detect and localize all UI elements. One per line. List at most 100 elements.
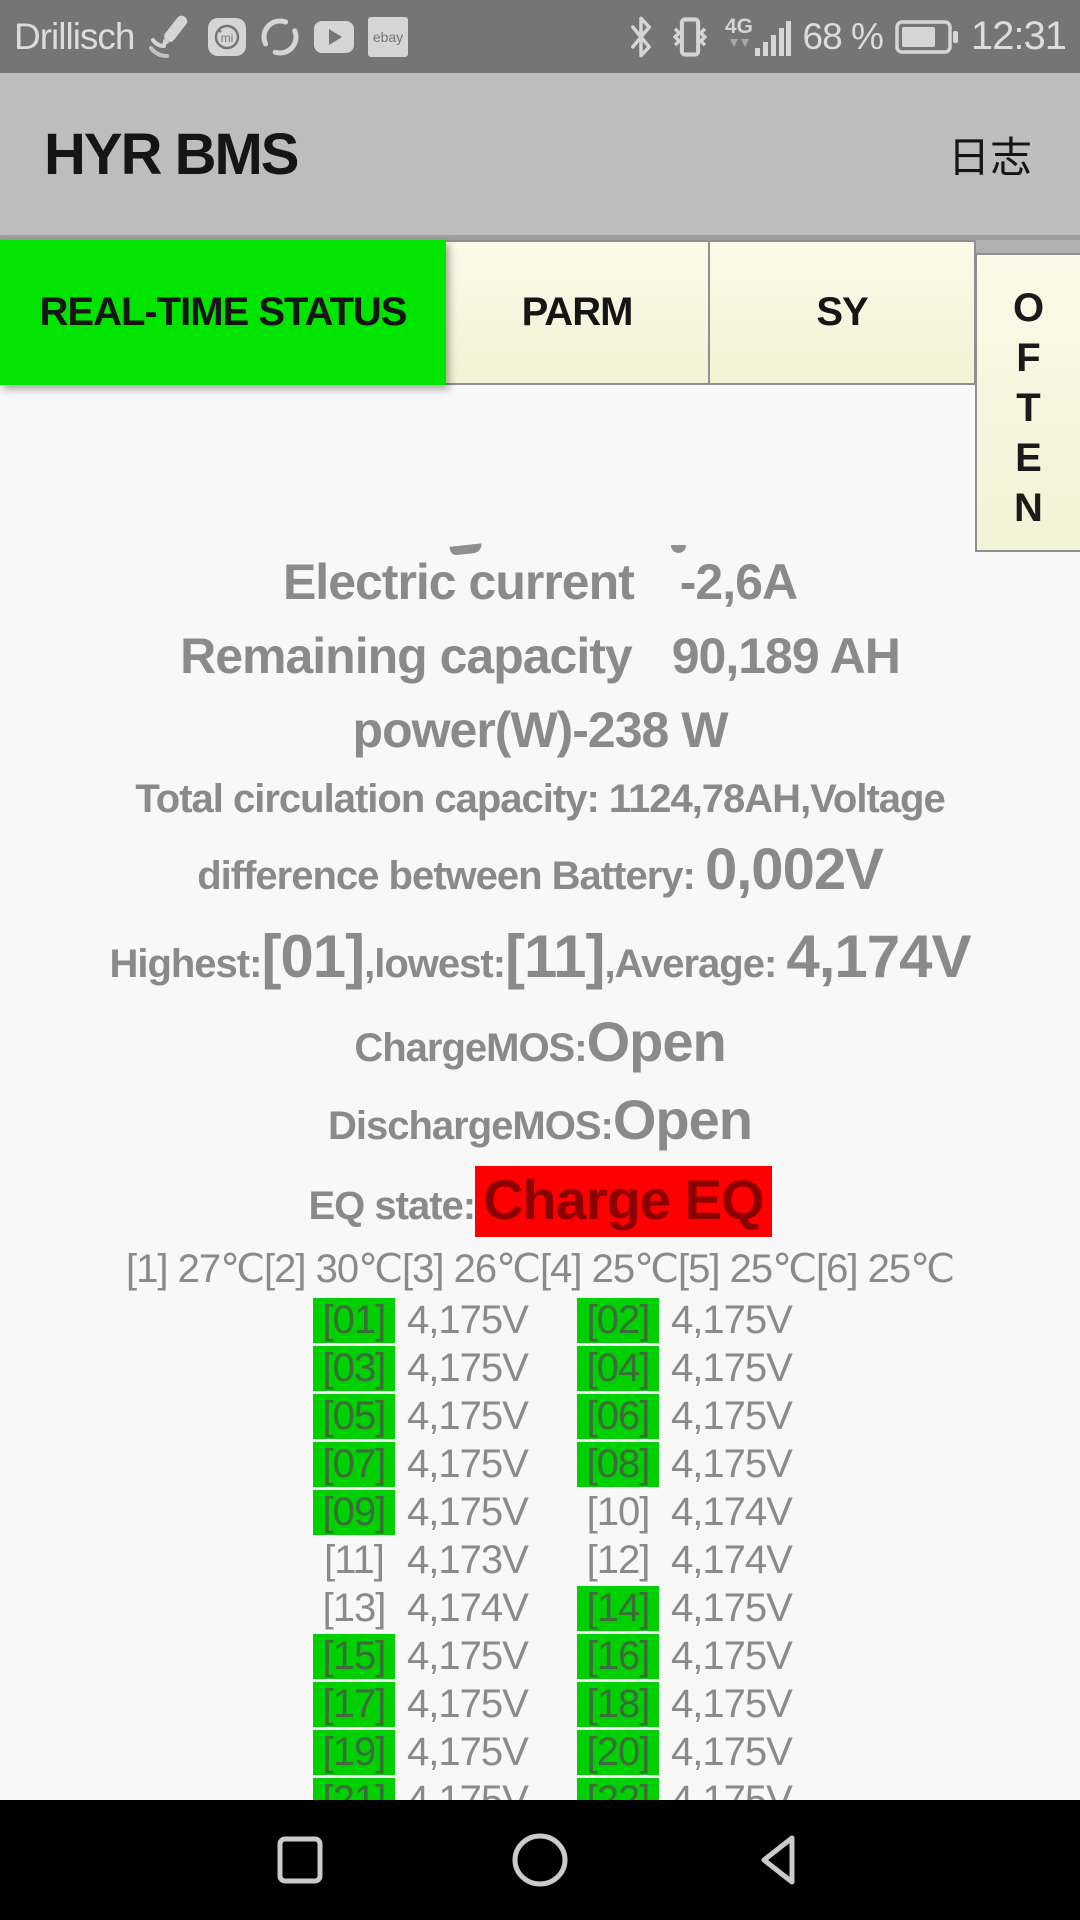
electric-current-label: Electric current — [282, 554, 635, 610]
average-label: ,Average: — [604, 942, 787, 986]
cell-row: [05] 4,175V [06] 4,175V — [16, 1392, 1080, 1440]
cell-voltage-value: 4,175V — [671, 1345, 793, 1390]
discharge-mos-label: DischargeMOS: — [328, 1104, 614, 1148]
svg-text:4G: 4G — [725, 15, 753, 38]
temperature-sensor: [1] 27℃ — [126, 1247, 265, 1291]
cell-id-balancing: [15] — [313, 1633, 395, 1679]
temperature-row: [1] 27℃[2] 30℃[3] 26℃[4] 25℃[5] 25℃[6] 2… — [0, 1244, 1080, 1294]
log-button[interactable]: 日志 — [947, 133, 1032, 181]
cell-voltage-value: 4,174V — [671, 1537, 793, 1582]
realtime-status-panel: Electric current -2,6A Remaining capacity… — [0, 385, 1080, 1800]
cell-voltage: [07] 4,175V — [313, 1441, 535, 1487]
status-bar-right: 4G 68 % 12:31 — [627, 14, 1067, 60]
temperature-sensor: [4] 25℃ — [540, 1247, 679, 1291]
lowest-label: ,lowest: — [364, 942, 506, 986]
cell-voltage: [16] 4,175V — [577, 1633, 799, 1679]
temperature-sensor: [6] 25℃ — [816, 1247, 955, 1291]
cell-row: [03] 4,175V [04] 4,175V — [16, 1344, 1080, 1392]
cell-id-balancing: [22] — [577, 1777, 659, 1800]
status-bar-left: Drillisch mi — [14, 14, 409, 60]
clock-label: 12:31 — [970, 14, 1067, 58]
tab-bar: REAL-TIME STATUS PARM SY — [0, 240, 1080, 385]
cell-row: [01] 4,175V [02] 4,175V — [16, 1296, 1080, 1344]
tab-often[interactable]: O F T E N — [975, 253, 1080, 552]
cell-id-balancing: [16] — [577, 1633, 659, 1679]
cell-voltage-value: 4,175V — [671, 1441, 793, 1486]
cell-row: [13] 4,174V [14] 4,175V — [16, 1584, 1080, 1632]
cell-voltage: [10] 4,174V — [577, 1490, 799, 1535]
youtube-icon — [313, 20, 355, 54]
remaining-capacity-line: Remaining capacity 90,189 AH — [0, 619, 1080, 693]
back-button[interactable] — [660, 1833, 900, 1887]
temperature-sensor: [5] 25℃ — [678, 1247, 817, 1291]
cell-id: [12] — [586, 1537, 651, 1582]
cell-row: [21] 4,175V [22] 4,175V — [16, 1776, 1080, 1800]
title-bar-divider — [0, 235, 1080, 240]
tab-sy[interactable]: SY — [710, 240, 976, 385]
cell-row: [15] 4,175V [16] 4,175V — [16, 1632, 1080, 1680]
cell-voltage-value: 4,175V — [671, 1633, 793, 1678]
cell-voltage: [17] 4,175V — [313, 1681, 535, 1727]
ebay-icon: ebay — [367, 16, 409, 58]
status-bar: Drillisch mi — [0, 0, 1080, 73]
cell-voltage: [04] 4,175V — [577, 1345, 799, 1391]
cell-id-balancing: [09] — [313, 1489, 395, 1535]
voltage-difference-label: difference between Battery: — [197, 854, 705, 898]
tab-parm[interactable]: PARM — [446, 240, 710, 385]
cell-voltage: [22] 4,175V — [577, 1777, 799, 1801]
recents-button[interactable] — [180, 1835, 420, 1885]
tab-parm-label: PARM — [521, 290, 634, 334]
highest-label: Highest: — [109, 942, 262, 986]
cell-voltage: [06] 4,175V — [577, 1393, 799, 1439]
cell-voltage-value: 4,175V — [407, 1729, 529, 1774]
cell-row: [17] 4,175V [18] 4,175V — [16, 1680, 1080, 1728]
cell-voltage-value: 4,175V — [407, 1777, 529, 1801]
cell-row: [07] 4,175V [08] 4,175V — [16, 1440, 1080, 1488]
cell-voltage: [13] 4,174V — [313, 1586, 535, 1631]
tab-realtime-label: REAL-TIME STATUS — [39, 290, 408, 334]
navigation-bar — [0, 1800, 1080, 1920]
discharge-mos-line: DischargeMOS:Open — [0, 1084, 1080, 1162]
title-bar: HYR BMS 日志 — [0, 73, 1080, 235]
remaining-capacity-label: Remaining capacity — [180, 628, 633, 684]
voltage-difference-line: difference between Battery: 0,002V — [0, 831, 1080, 915]
remaining-capacity-value: 90,189 AH — [671, 628, 901, 684]
circulation-capacity-line: Total circulation capacity: 1124,78AH,Vo… — [135, 777, 945, 821]
discharge-mos-value: Open — [612, 1088, 753, 1151]
cell-voltage-value: 4,175V — [671, 1777, 793, 1801]
cell-id: [11] — [324, 1537, 385, 1582]
tab-realtime-status[interactable]: REAL-TIME STATUS — [0, 240, 446, 385]
cell-voltage-value: 4,175V — [407, 1489, 529, 1534]
cell-voltage: [14] 4,175V — [577, 1585, 799, 1631]
battery-percent-label: 68 % — [802, 15, 884, 57]
carrier-label: Drillisch — [14, 15, 135, 57]
cell-id-balancing: [20] — [577, 1729, 659, 1775]
back-icon — [761, 1835, 795, 1885]
cell-voltage-grid: [01] 4,175V [02] 4,175V [03] 4,175V [04] 4,175V… — [16, 1296, 1080, 1800]
home-button[interactable] — [420, 1833, 660, 1887]
cell-id-balancing: [08] — [577, 1441, 659, 1487]
cell-id-balancing: [17] — [313, 1681, 395, 1727]
high-low-average-line: Highest:[01],lowest:[11],Average: 4,174V — [0, 915, 1080, 1006]
clipped-line-remnant — [671, 545, 686, 553]
cell-id-balancing: [19] — [313, 1729, 395, 1775]
bluetooth-icon — [627, 16, 655, 58]
tab-bar-sliver — [976, 240, 1080, 253]
cell-voltage: [03] 4,175V — [313, 1345, 535, 1391]
svg-text:mi: mi — [220, 31, 233, 45]
cell-id-balancing: [06] — [577, 1393, 659, 1439]
cell-voltage-value: 4,175V — [671, 1393, 793, 1438]
eq-state-line: EQ state: Charge EQ — [0, 1162, 1080, 1244]
cell-voltage-value: 4,175V — [407, 1681, 529, 1726]
highest-cell-value: [01] — [261, 923, 365, 990]
cell-id-balancing: [02] — [577, 1297, 659, 1343]
cell-voltage: [15] 4,175V — [313, 1633, 535, 1679]
cell-id-balancing: [07] — [313, 1441, 395, 1487]
cell-voltage: [20] 4,175V — [577, 1729, 799, 1775]
cell-voltage-value: 4,175V — [671, 1297, 793, 1342]
cell-row: [09] 4,175V [10] 4,174V — [16, 1488, 1080, 1536]
stylus-icon — [147, 14, 195, 60]
cell-id: [13] — [322, 1585, 387, 1630]
cell-voltage: [08] 4,175V — [577, 1441, 799, 1487]
eq-state-label: EQ state: — [308, 1184, 476, 1228]
